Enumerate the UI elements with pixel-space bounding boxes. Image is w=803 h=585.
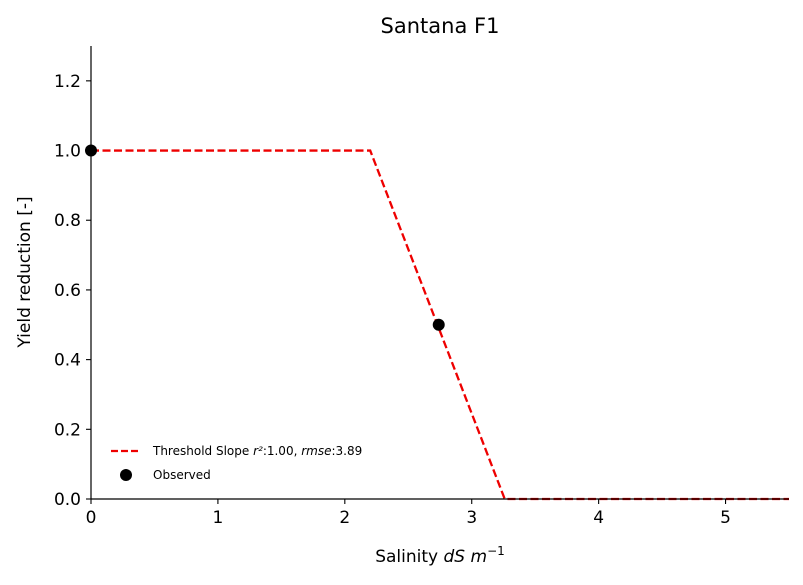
legend-swatch-observed bbox=[120, 469, 132, 481]
y-tick-label: 0.0 bbox=[54, 490, 81, 510]
y-tick-label: 0.6 bbox=[54, 281, 81, 301]
x-axis: 0 1 2 3 4 5 bbox=[86, 499, 731, 528]
y-axis: 0.0 0.2 0.4 0.6 0.8 1.0 1.2 bbox=[54, 72, 91, 510]
x-axis-title: Salinity dS m−1 bbox=[375, 544, 505, 567]
x-tick-label: 3 bbox=[466, 508, 477, 528]
y-tick-label: 1.0 bbox=[54, 142, 81, 162]
y-tick-label: 0.8 bbox=[54, 211, 81, 231]
legend-label-rmse: rmse bbox=[301, 444, 331, 458]
legend-label-rmse-value: :3.89 bbox=[331, 444, 362, 458]
y-tick-label: 1.2 bbox=[54, 72, 81, 92]
legend-label-r2: r² bbox=[253, 444, 263, 458]
x-tick-label: 1 bbox=[212, 508, 223, 528]
legend: Threshold Slope r²:1.00, rmse:3.89 Obser… bbox=[111, 444, 362, 482]
x-axis-title-prefix: Salinity bbox=[375, 547, 443, 567]
x-tick-label: 5 bbox=[720, 508, 731, 528]
legend-label-r2-value: :1.00, bbox=[263, 444, 301, 458]
x-tick-label: 2 bbox=[339, 508, 350, 528]
y-tick-label: 0.4 bbox=[54, 351, 81, 371]
x-tick-label: 4 bbox=[593, 508, 604, 528]
legend-label-observed: Observed bbox=[153, 468, 211, 482]
x-tick-label: 0 bbox=[86, 508, 97, 528]
x-axis-title-variable: dS m bbox=[444, 547, 488, 567]
observed-point bbox=[432, 318, 445, 331]
legend-label-threshold-slope: Threshold Slope r²:1.00, rmse:3.89 bbox=[152, 444, 362, 458]
y-tick-label: 0.2 bbox=[54, 420, 81, 440]
x-axis-title-exponent: −1 bbox=[487, 544, 505, 558]
y-axis-title: Yield reduction [-] bbox=[15, 196, 35, 348]
legend-label-prefix: Threshold Slope bbox=[152, 444, 253, 458]
chart-title: Santana F1 bbox=[381, 14, 500, 38]
